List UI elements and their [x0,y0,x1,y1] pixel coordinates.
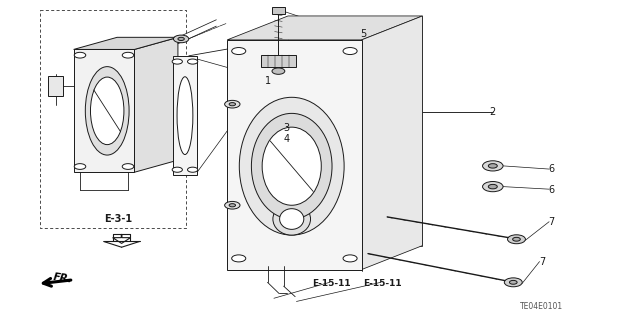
Circle shape [172,59,182,64]
Circle shape [173,35,189,43]
Circle shape [122,164,134,169]
Ellipse shape [177,77,193,154]
Polygon shape [173,56,197,175]
Circle shape [172,167,182,172]
Ellipse shape [273,203,310,235]
Circle shape [188,59,198,64]
Circle shape [504,278,522,287]
Circle shape [513,237,520,241]
Circle shape [272,68,285,74]
Text: TE04E0101: TE04E0101 [520,302,563,311]
Text: 4: 4 [284,134,290,144]
Ellipse shape [239,97,344,235]
Circle shape [232,255,246,262]
Polygon shape [288,16,422,246]
Polygon shape [48,77,63,96]
Text: 7: 7 [539,256,545,267]
Text: 3: 3 [284,122,290,133]
Text: E-15-11: E-15-11 [312,279,351,288]
Polygon shape [362,16,422,270]
Polygon shape [227,16,422,40]
Polygon shape [134,37,178,172]
Circle shape [483,161,503,171]
Text: 1: 1 [264,76,271,86]
Text: 5: 5 [360,29,366,40]
Circle shape [508,235,525,244]
Circle shape [483,182,503,192]
Circle shape [488,184,497,189]
Circle shape [188,167,198,172]
Circle shape [488,164,497,168]
Circle shape [343,255,357,262]
FancyArrow shape [113,234,131,243]
Circle shape [509,280,517,284]
Text: 2: 2 [490,107,496,117]
Polygon shape [74,37,178,49]
Polygon shape [104,241,139,247]
Polygon shape [74,49,134,172]
Text: 7: 7 [548,217,555,227]
Ellipse shape [252,113,332,219]
Polygon shape [272,7,285,14]
Circle shape [229,204,236,207]
Text: 6: 6 [548,185,555,195]
Polygon shape [261,55,296,67]
Text: 6: 6 [548,164,555,174]
Circle shape [225,100,240,108]
Text: FR.: FR. [52,272,73,285]
Text: E-15-11: E-15-11 [363,279,401,288]
Ellipse shape [90,77,124,145]
Circle shape [225,201,240,209]
Polygon shape [227,40,362,270]
Circle shape [232,48,246,55]
Circle shape [178,37,184,41]
Circle shape [74,52,86,58]
Text: E-3-1: E-3-1 [104,213,132,224]
Polygon shape [114,235,129,241]
Ellipse shape [85,67,129,155]
Circle shape [74,164,86,169]
Circle shape [122,52,134,58]
Circle shape [343,48,357,55]
Ellipse shape [262,127,321,205]
Ellipse shape [280,209,304,229]
Circle shape [229,103,236,106]
